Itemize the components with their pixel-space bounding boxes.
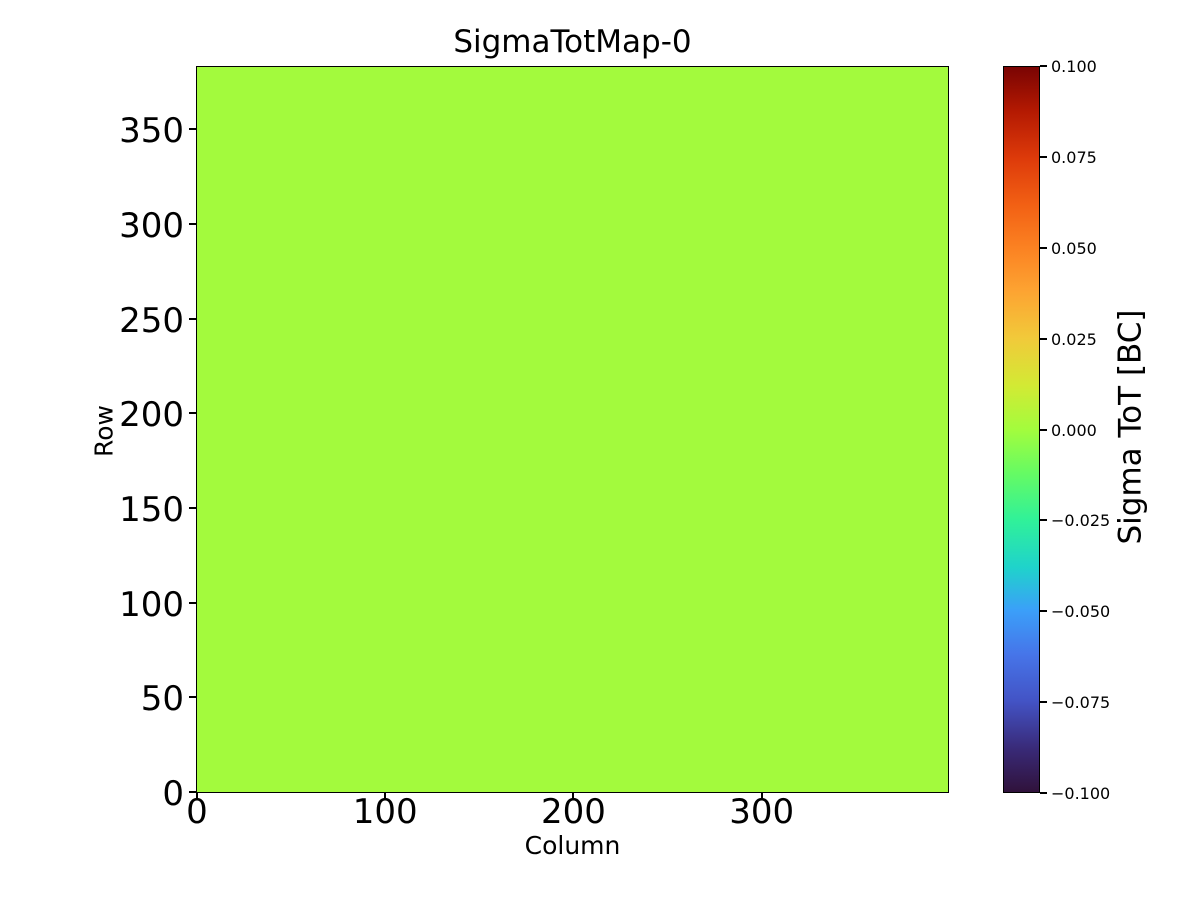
colorbar-tick-label: 0.025 <box>1051 329 1097 349</box>
colorbar-tick-mark <box>1040 337 1047 340</box>
colorbar-tick-label: 0.075 <box>1051 147 1097 167</box>
colorbar-tick-label: −0.025 <box>1051 511 1111 531</box>
y-tick-label: 50 <box>140 679 184 720</box>
x-tick-label: 200 <box>540 792 606 832</box>
y-tick-mark <box>189 507 196 510</box>
chart-title: SigmaTotMap-0 <box>453 24 692 60</box>
y-axis-label: Row <box>89 405 119 457</box>
y-tick-label: 200 <box>119 395 184 436</box>
colorbar-tick-mark <box>1040 792 1047 794</box>
x-tick-label: 100 <box>352 792 418 832</box>
x-tick-mark <box>572 793 575 800</box>
colorbar-tick-mark <box>1040 701 1047 704</box>
colorbar-tick-mark <box>1040 155 1047 158</box>
y-tick-label: 150 <box>119 490 184 531</box>
colorbar-tick-label: −0.075 <box>1051 693 1111 713</box>
y-tick-label: 250 <box>119 300 184 341</box>
colorbar-tick-label: 0.050 <box>1051 238 1097 258</box>
colorbar-tick-label: −0.050 <box>1051 602 1111 622</box>
x-tick-mark <box>384 793 387 800</box>
x-tick-mark <box>195 793 198 800</box>
colorbar-tick-mark <box>1040 246 1047 249</box>
y-tick-label: 0 <box>162 774 184 815</box>
y-tick-mark <box>189 412 196 415</box>
colorbar-gradient <box>1003 66 1040 793</box>
y-tick-label: 350 <box>119 111 184 152</box>
y-tick-mark <box>189 223 196 226</box>
y-tick-mark <box>189 791 196 794</box>
colorbar-tick-label: 0.100 <box>1051 57 1097 76</box>
x-tick-label: 300 <box>729 792 795 832</box>
y-tick-label: 300 <box>119 206 184 247</box>
colorbar-tick-label: 0.000 <box>1051 420 1097 440</box>
y-tick-mark <box>189 601 196 604</box>
colorbar-tick-mark <box>1040 428 1047 431</box>
colorbar-tick-mark <box>1040 519 1047 522</box>
y-tick-mark <box>189 696 196 699</box>
colorbar-tick-mark <box>1040 610 1047 613</box>
x-tick-mark <box>760 793 763 800</box>
y-tick-mark <box>189 128 196 131</box>
x-tick-label: 0 <box>186 792 208 832</box>
colorbar-tick-mark <box>1040 65 1047 67</box>
x-axis-label: Column <box>524 831 621 860</box>
colorbar-label: Sigma ToT [BC] <box>1112 309 1149 545</box>
y-tick-label: 100 <box>119 584 184 625</box>
colorbar-tick-label: −0.100 <box>1051 784 1111 803</box>
heatmap-plot-area <box>196 66 949 793</box>
y-tick-mark <box>189 317 196 320</box>
